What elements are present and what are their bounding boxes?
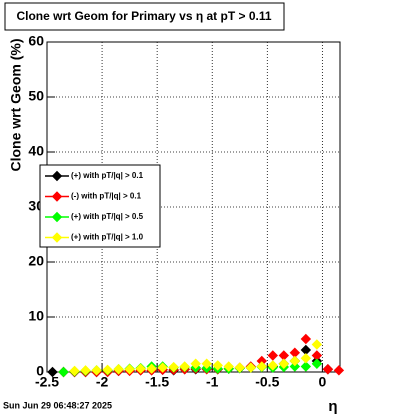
y-tick-label: 50 <box>28 88 44 104</box>
legend-label: (+) with pT/|q| > 0.5 <box>71 212 144 221</box>
x-tick-label: -1 <box>206 374 219 390</box>
point <box>80 365 91 376</box>
point <box>146 363 157 374</box>
legend-label: (+) with pT/|q| > 1.0 <box>71 233 144 242</box>
point <box>201 358 212 369</box>
point <box>168 361 179 373</box>
point <box>234 362 245 373</box>
point <box>58 366 69 378</box>
point <box>223 361 234 372</box>
point <box>212 360 223 371</box>
x-tick-label: -2 <box>96 374 109 390</box>
chart-title: Clone wrt Geom for Primary vs η at pT > … <box>16 9 271 23</box>
point <box>322 364 334 375</box>
x-tick-label: -0.5 <box>255 374 279 390</box>
point <box>289 355 301 367</box>
point <box>333 365 345 376</box>
point <box>300 353 312 364</box>
point <box>69 365 80 377</box>
point <box>300 333 312 345</box>
y-tick-label: 60 <box>28 33 44 49</box>
y-tick-label: 10 <box>28 308 44 324</box>
timestamp: Sun Jun 29 06:48:27 2025 <box>3 400 112 410</box>
x-tick-label: 0 <box>318 374 326 390</box>
title-box <box>4 2 285 31</box>
point <box>267 360 279 371</box>
point <box>91 365 102 376</box>
point <box>300 361 312 372</box>
x-tick-label: -1.5 <box>145 374 169 390</box>
y-tick-label: 20 <box>28 253 44 269</box>
legend-marker <box>51 191 63 202</box>
point <box>267 350 279 361</box>
point <box>256 361 268 372</box>
point <box>311 339 323 350</box>
legend-box <box>39 164 161 248</box>
point <box>311 358 323 369</box>
y-axis-label: Clone wrt Geom (%) <box>8 38 24 171</box>
legend-marker <box>51 232 63 243</box>
y-tick-label: 40 <box>28 143 44 159</box>
legend-label: (-) with pT/|q| > 0.1 <box>71 192 142 201</box>
x-axis-label: η <box>328 398 337 414</box>
point <box>245 362 256 373</box>
legend-label: (+) with pT/|q| > 0.1 <box>71 171 144 180</box>
legend-marker <box>51 211 63 223</box>
point <box>135 363 146 374</box>
point <box>113 364 124 375</box>
legend-marker <box>51 170 63 182</box>
point <box>278 358 290 369</box>
point <box>179 361 190 372</box>
y-tick-label: 0 <box>36 363 44 379</box>
point <box>124 364 135 375</box>
point <box>289 361 301 372</box>
point <box>157 362 168 373</box>
x-tick-label: -2.5 <box>35 374 59 390</box>
point <box>190 358 201 369</box>
point <box>47 366 58 378</box>
point <box>102 364 113 376</box>
